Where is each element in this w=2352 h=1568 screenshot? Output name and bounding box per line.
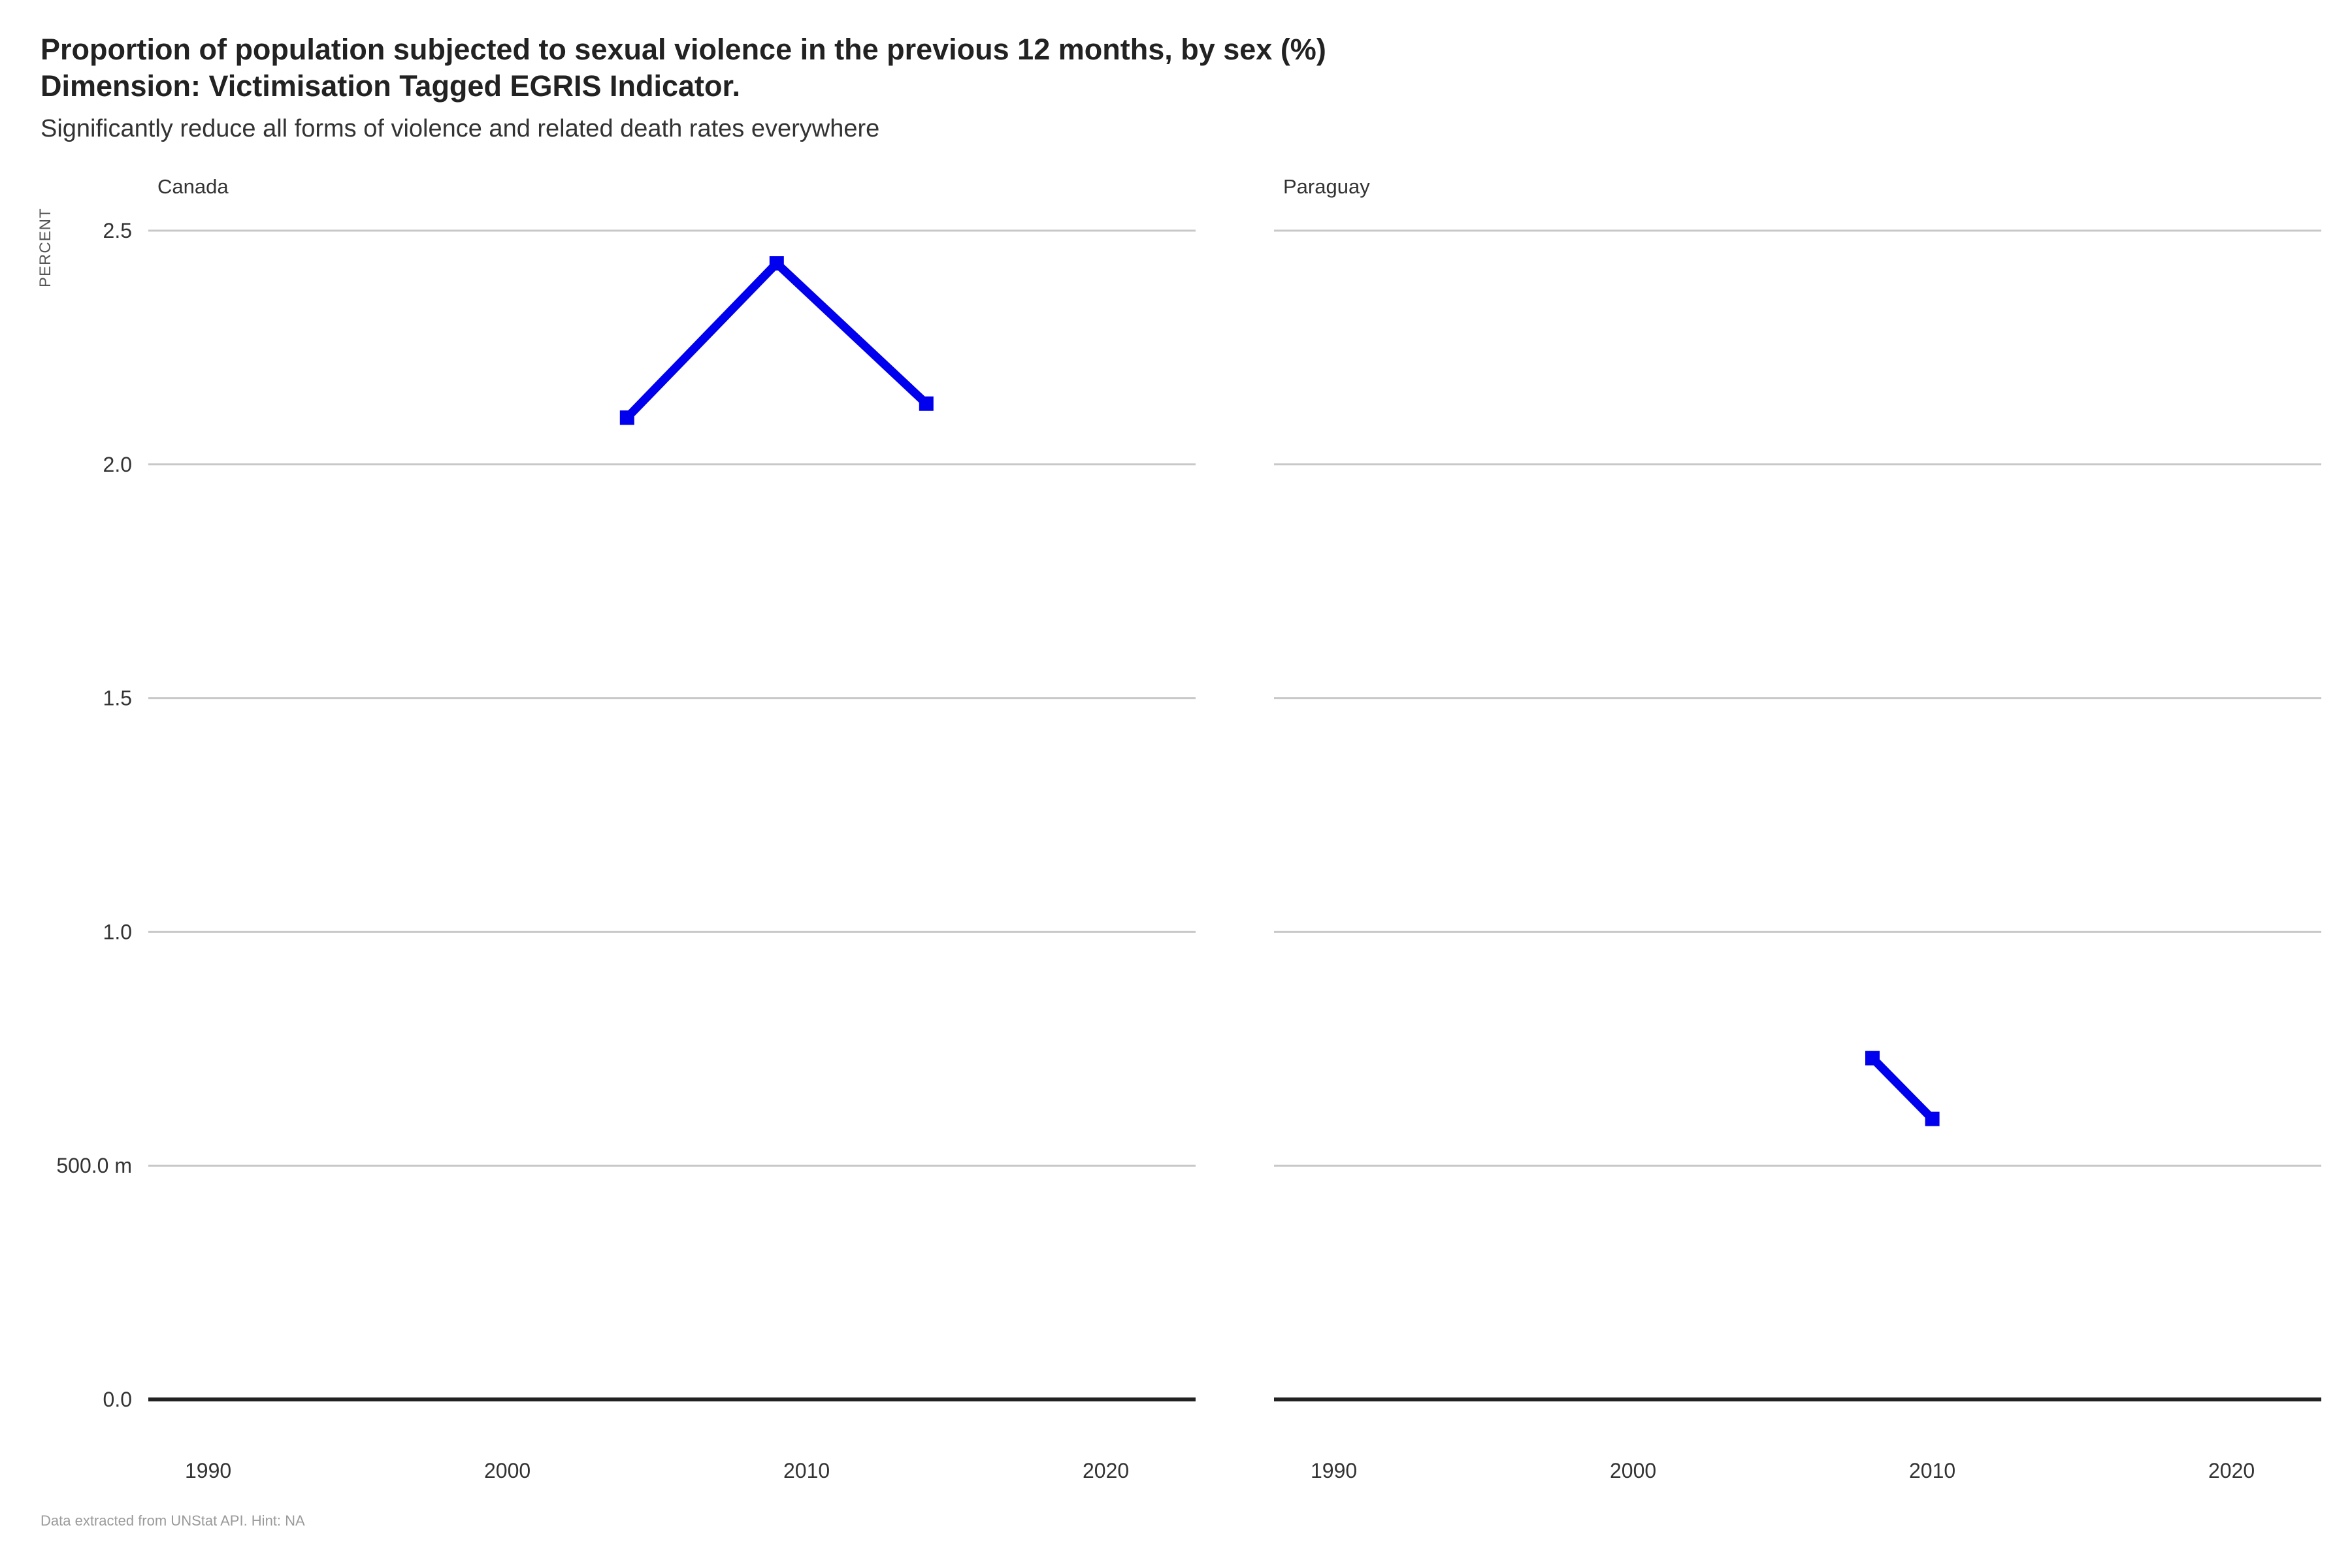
title-line-1: Proportion of population subjected to se… <box>41 33 1326 66</box>
data-point <box>1865 1051 1880 1066</box>
series-line <box>624 257 930 421</box>
y-tick-label: 2.5 <box>103 219 132 242</box>
x-tick-label: 1990 <box>1311 1459 1357 1482</box>
data-point <box>1925 1111 1940 1126</box>
x-tick-label: 2000 <box>1610 1459 1656 1482</box>
x-tick-label: 2020 <box>2208 1459 2255 1482</box>
chart-title: Proportion of population subjected to se… <box>41 31 1326 105</box>
data-point <box>769 256 784 271</box>
y-tick-label: 1.0 <box>103 920 132 943</box>
panel-label: Canada <box>157 175 229 198</box>
x-tick-label: 2000 <box>484 1459 531 1482</box>
x-tick-label: 2020 <box>1083 1459 1129 1482</box>
chart-subtitle: Significantly reduce all forms of violen… <box>41 115 880 142</box>
panel-label: Paraguay <box>1283 175 1370 198</box>
y-tick-label: 500.0 m <box>56 1154 132 1177</box>
y-tick-label: 2.0 <box>103 453 132 476</box>
y-tick-label: 0.0 <box>103 1388 132 1411</box>
x-tick-label: 2010 <box>783 1459 830 1482</box>
source-caption: Data extracted from UNStat API. Hint: NA <box>41 1512 305 1529</box>
x-tick-label: 1990 <box>185 1459 231 1482</box>
series-line <box>1869 1055 1936 1122</box>
y-tick-label: 1.5 <box>103 687 132 710</box>
data-point <box>619 410 634 425</box>
title-line-2: Dimension: Victimisation Tagged EGRIS In… <box>41 69 741 103</box>
data-point <box>919 396 934 411</box>
x-tick-label: 2010 <box>1909 1459 1955 1482</box>
